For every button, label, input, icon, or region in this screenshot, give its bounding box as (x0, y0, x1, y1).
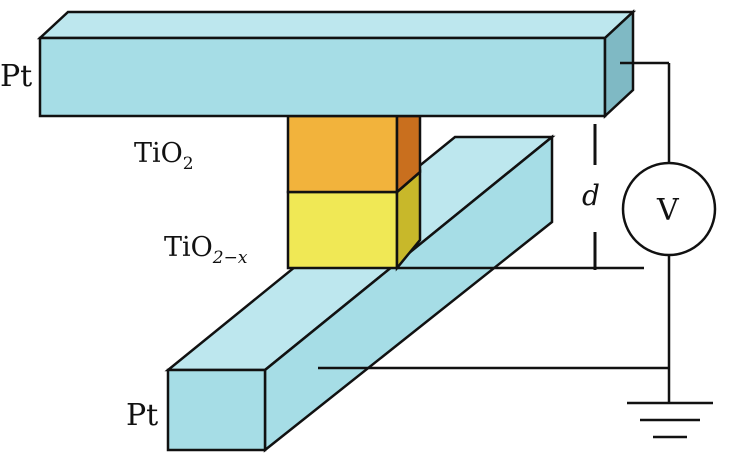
voltmeter-circle-icon (621, 161, 717, 257)
label-tio2x: TiO2−x (164, 232, 248, 268)
top-bar-top-face (36, 10, 637, 40)
label-tio2-main: TiO (134, 138, 183, 169)
top-bar-end-face (603, 9, 635, 119)
label-top-pt: Pt (0, 59, 32, 94)
label-tio2: TiO2 (134, 138, 194, 174)
tio2-front-face (286, 114, 399, 194)
label-tio2x-sub: 2−x (212, 248, 248, 268)
label-bottom-pt: Pt (126, 398, 158, 433)
circuit-wires (318, 61, 671, 403)
ground-symbol-icon (627, 401, 713, 439)
tio2x-front-face (286, 190, 399, 270)
bottom-bar-end-face (166, 368, 267, 452)
tio2-layer-block (286, 114, 422, 195)
top-bar-front-face (38, 36, 607, 118)
label-voltmeter-v: V (656, 193, 680, 228)
label-distance-d: d (582, 179, 600, 212)
label-tio2x-main: TiO (164, 232, 213, 263)
top-electrode-bar (36, 9, 637, 119)
label-tio2-sub: 2 (183, 154, 194, 174)
